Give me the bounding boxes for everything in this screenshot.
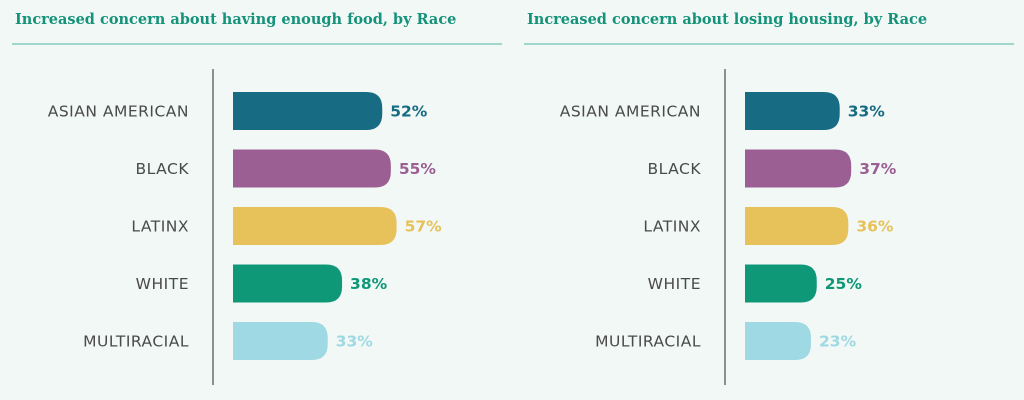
category-label: WHITE bbox=[136, 275, 189, 293]
bar-chart: ASIAN AMERICAN 33% BLACK 37% LATINX 36% WHITE 2… bbox=[560, 69, 897, 385]
value-label: 36% bbox=[856, 218, 894, 236]
bar bbox=[745, 322, 812, 360]
value-label: 52% bbox=[390, 103, 428, 121]
bar-chart: ASIAN AMERICAN 52% BLACK 55% LATINX 57% WHITE 3… bbox=[48, 69, 443, 385]
category-label: ASIAN AMERICAN bbox=[48, 103, 189, 121]
value-label: 25% bbox=[825, 275, 863, 293]
category-label: MULTIRACIAL bbox=[83, 333, 189, 351]
food-concern-chart-panel: Increased concern about having enough fo… bbox=[12, 11, 502, 385]
value-label: 33% bbox=[336, 333, 374, 351]
chart-title: Increased concern about having enough fo… bbox=[15, 11, 457, 28]
bar bbox=[233, 149, 391, 188]
category-label: LATINX bbox=[643, 218, 701, 236]
value-label: 55% bbox=[399, 160, 437, 178]
bar bbox=[745, 264, 817, 303]
value-label: 33% bbox=[848, 103, 886, 121]
value-label: 57% bbox=[405, 218, 443, 236]
category-label: WHITE bbox=[648, 275, 701, 293]
value-label: 38% bbox=[350, 275, 388, 293]
chart-title: Increased concern about losing housing, … bbox=[527, 11, 928, 28]
housing-concern-chart-panel: Increased concern about losing housing, … bbox=[512, 0, 1024, 400]
bar bbox=[745, 92, 840, 130]
bar bbox=[233, 207, 397, 245]
value-label: 37% bbox=[859, 160, 897, 178]
bar bbox=[745, 207, 849, 245]
category-label: MULTIRACIAL bbox=[595, 333, 701, 351]
bar bbox=[745, 149, 852, 188]
category-label: LATINX bbox=[131, 218, 189, 236]
title-underline bbox=[12, 43, 502, 45]
title-underline bbox=[524, 43, 1014, 45]
category-label: BLACK bbox=[136, 160, 190, 178]
bar bbox=[233, 322, 328, 360]
category-label: ASIAN AMERICAN bbox=[560, 103, 701, 121]
category-label: BLACK bbox=[648, 160, 702, 178]
bar bbox=[233, 92, 383, 130]
value-label: 23% bbox=[819, 333, 857, 351]
bar bbox=[233, 264, 343, 303]
